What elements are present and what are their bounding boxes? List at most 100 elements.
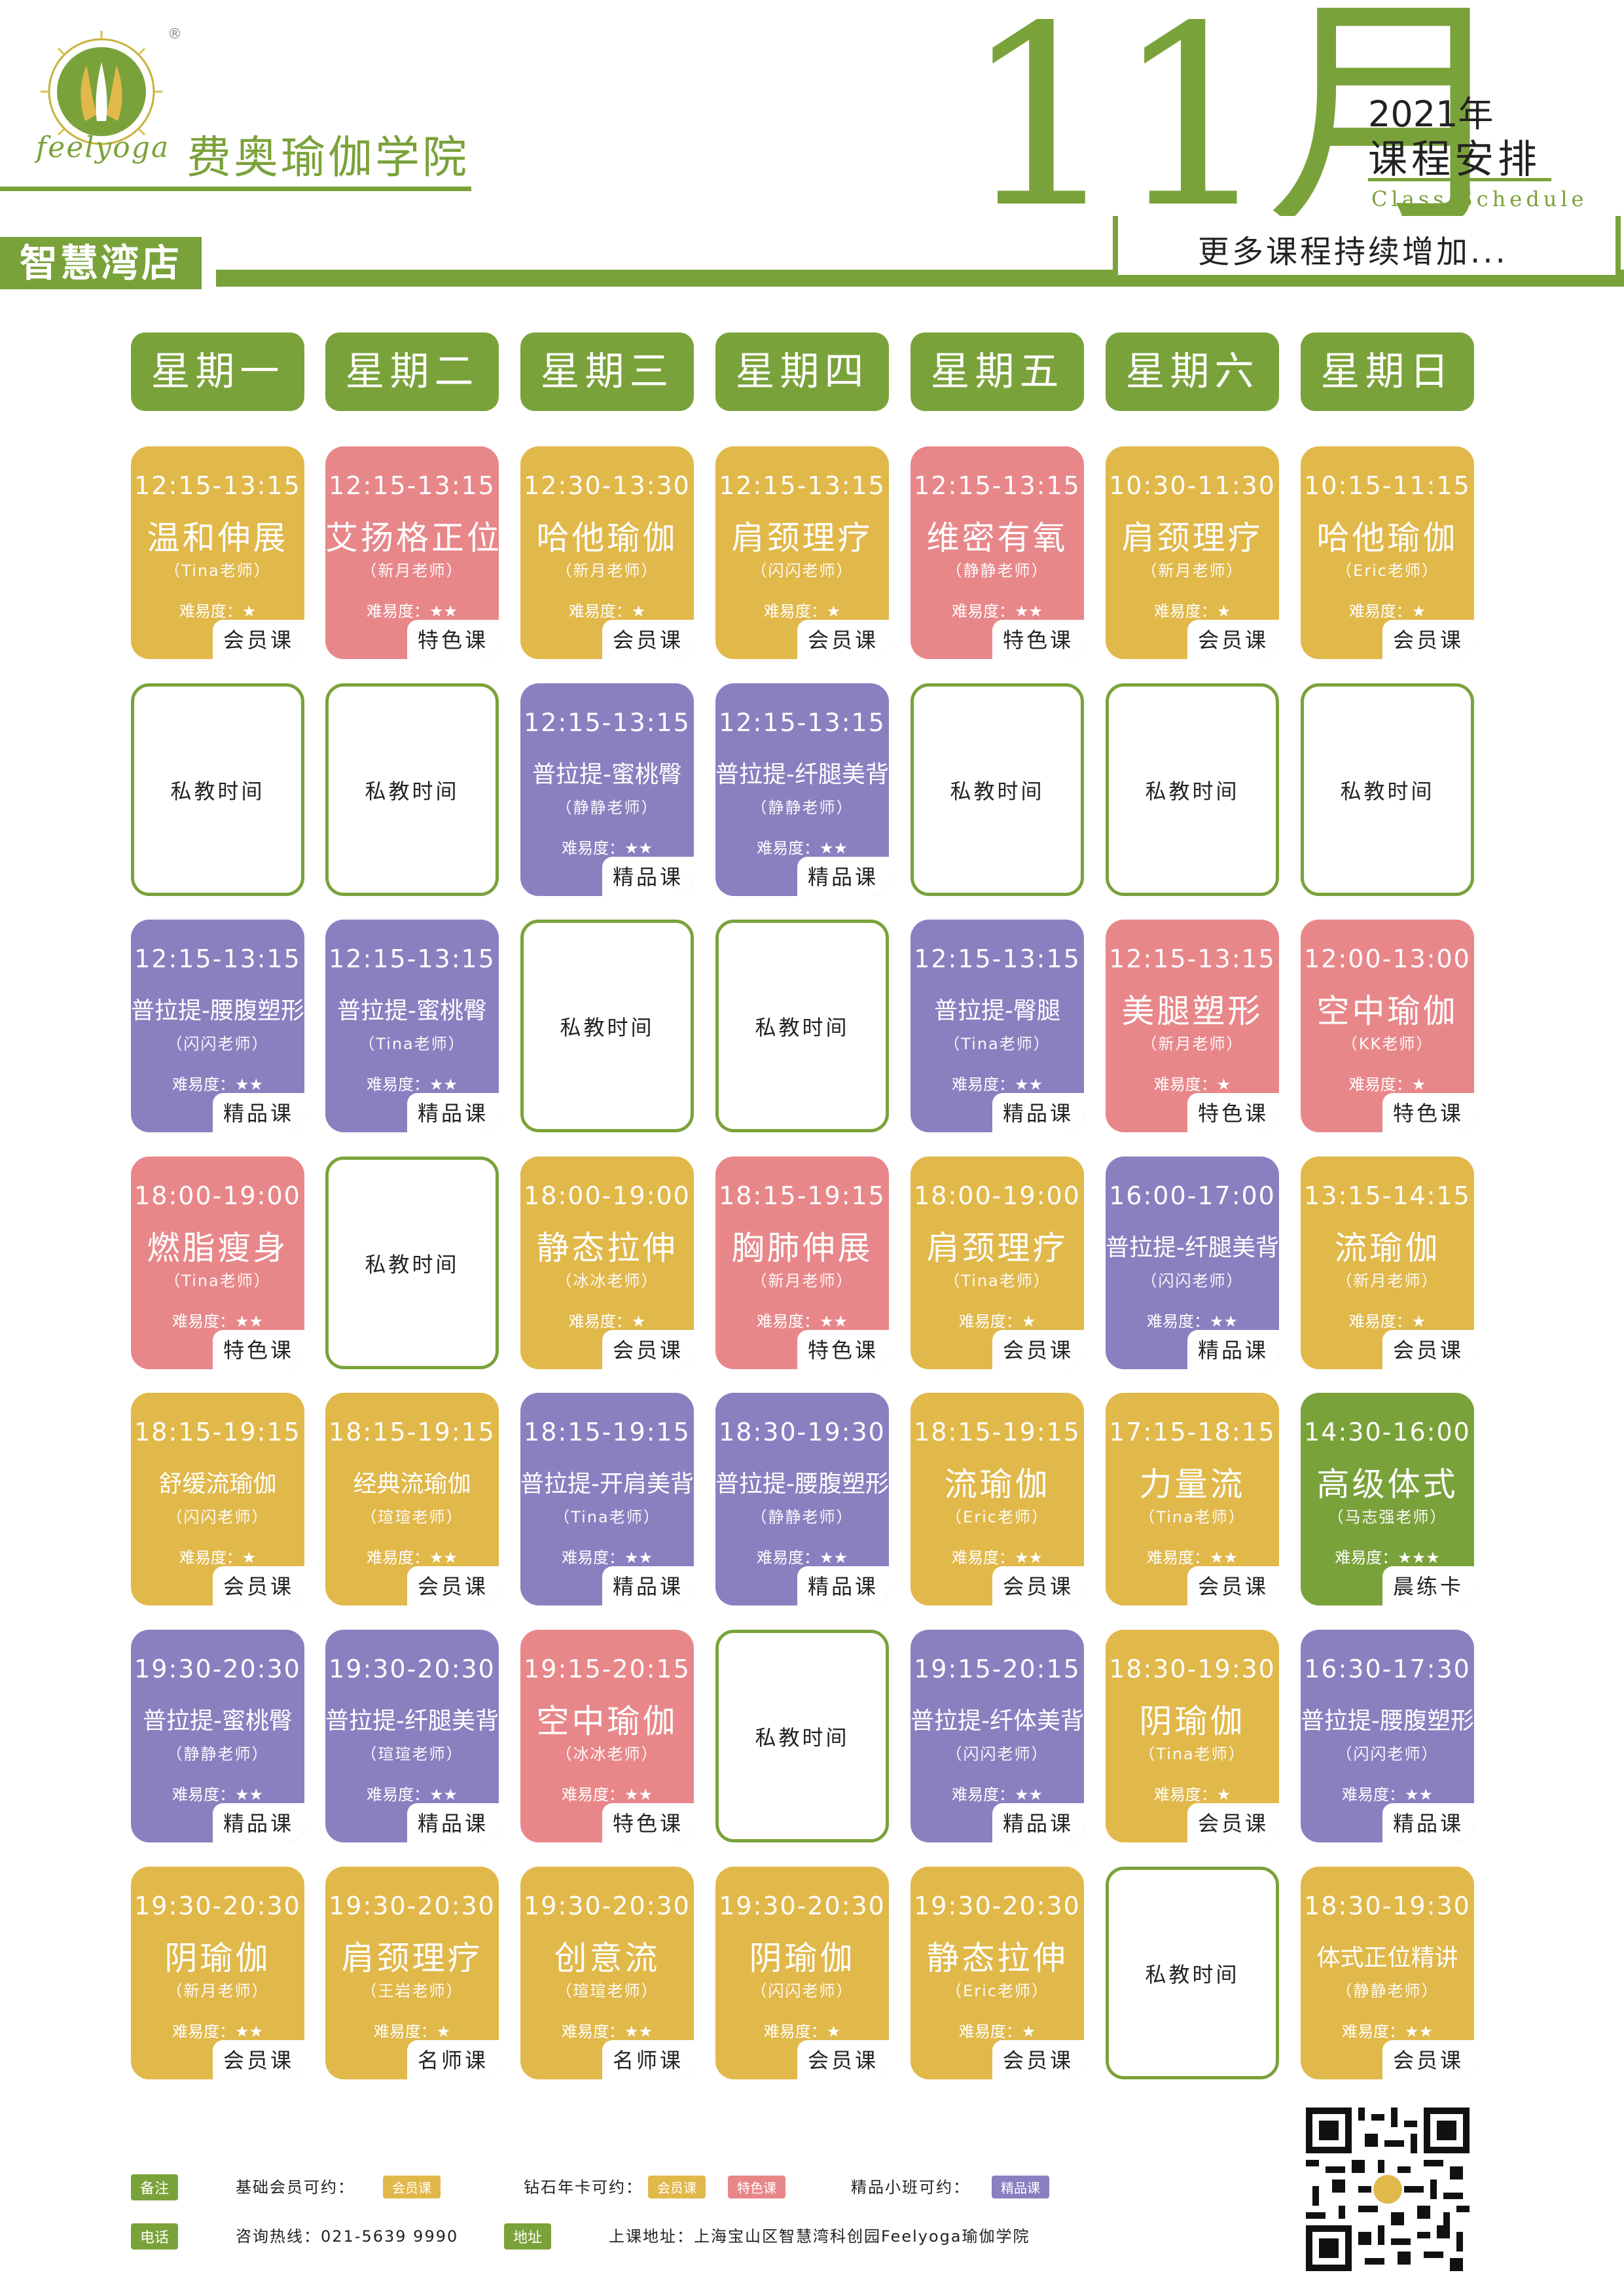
class-teacher: （Tina老师） bbox=[164, 562, 271, 580]
class-type-tag: 特色课 bbox=[406, 620, 499, 659]
class-type-tag: 名师课 bbox=[406, 2040, 499, 2079]
class-difficulty: 难易度：★★ bbox=[951, 1549, 1043, 1567]
private-time-card: 私教时间 bbox=[325, 683, 499, 896]
store-label: 智慧湾店 bbox=[0, 237, 202, 289]
class-difficulty: 难易度：★ bbox=[763, 2022, 841, 2041]
class-type-tag: 特色课 bbox=[602, 1803, 694, 1842]
class-teacher: （Eric老师） bbox=[1336, 562, 1439, 580]
class-difficulty: 难易度：★★ bbox=[756, 1312, 848, 1331]
class-difficulty: 难易度：★★ bbox=[561, 2022, 653, 2041]
class-title: 流瑜伽 bbox=[944, 1465, 1051, 1503]
class-title: 阴瑜伽 bbox=[749, 1939, 856, 1977]
private-time-card: 私教时间 bbox=[715, 920, 889, 1132]
class-time: 19:30-20:30 bbox=[134, 1655, 301, 1683]
class-time: 19:30-20:30 bbox=[914, 1892, 1081, 1920]
class-time: 12:15-13:15 bbox=[719, 471, 886, 500]
class-difficulty: 难易度：★★ bbox=[1341, 1785, 1434, 1804]
class-time: 14:30-16:00 bbox=[1304, 1418, 1471, 1446]
class-title: 经典流瑜伽 bbox=[353, 1471, 471, 1498]
pill-boutique: 精品课 bbox=[992, 2176, 1049, 2198]
class-teacher: （Tina老师） bbox=[554, 1508, 660, 1526]
class-time: 12:00-13:00 bbox=[1304, 944, 1471, 973]
class-time: 18:30-19:30 bbox=[719, 1418, 886, 1446]
schedule-subtitle: Class Schedule bbox=[1371, 187, 1588, 211]
class-card: 18:30-19:30 普拉提-腰腹塑形 （静静老师） 难易度：★★ 精品课 bbox=[715, 1393, 889, 1605]
class-teacher: （新月老师） bbox=[361, 562, 463, 580]
class-type-tag: 会员课 bbox=[602, 620, 694, 659]
class-title: 普拉提-蜜桃臀 bbox=[337, 997, 487, 1024]
class-title: 普拉提-腰腹塑形 bbox=[131, 997, 304, 1024]
class-title: 阴瑜伽 bbox=[1139, 1702, 1246, 1740]
class-type-tag: 会员课 bbox=[797, 2040, 889, 2079]
class-type-tag: 名师课 bbox=[602, 2040, 694, 2079]
class-teacher: （静静老师） bbox=[751, 1508, 854, 1526]
class-card: 18:00-19:00 燃脂瘦身 （Tina老师） 难易度：★★ 特色课 bbox=[131, 1157, 304, 1369]
class-teacher: （冰冰老师） bbox=[556, 1745, 659, 1763]
class-type-tag: 会员课 bbox=[212, 1566, 304, 1605]
private-time-label: 私教时间 bbox=[950, 778, 1045, 804]
class-title: 普拉提-臀腿 bbox=[934, 997, 1060, 1024]
class-teacher: （Tina老师） bbox=[359, 1035, 465, 1053]
class-teacher: （闪闪老师） bbox=[751, 1982, 854, 2000]
class-time: 19:30-20:30 bbox=[329, 1892, 496, 1920]
class-title: 空中瑜伽 bbox=[536, 1702, 678, 1740]
class-teacher: （Eric老师） bbox=[946, 1982, 1049, 2000]
class-card: 19:30-20:30 阴瑜伽 （新月老师） 难易度：★★ 会员课 bbox=[131, 1867, 304, 2079]
class-card: 12:15-13:15 普拉提-腰腹塑形 （闪闪老师） 难易度：★★ 精品课 bbox=[131, 920, 304, 1132]
class-type-tag: 会员课 bbox=[1187, 1566, 1279, 1605]
class-card: 12:15-13:15 肩颈理疗 （闪闪老师） 难易度：★ 会员课 bbox=[715, 446, 889, 659]
class-teacher: （静静老师） bbox=[1336, 1982, 1439, 2000]
class-teacher: （新月老师） bbox=[751, 1272, 854, 1290]
class-teacher: （新月老师） bbox=[1141, 1035, 1244, 1053]
address-text: 上课地址：上海宝山区智慧湾科创园Feelyoga瑜伽学院 bbox=[609, 2227, 1030, 2246]
class-card: 12:15-13:15 普拉提-蜜桃臀 （静静老师） 难易度：★★ 精品课 bbox=[520, 683, 694, 896]
weekday-header: 星期四 bbox=[715, 332, 889, 411]
class-title: 艾扬格正位 bbox=[325, 519, 499, 557]
class-title: 哈他瑜伽 bbox=[1316, 519, 1458, 557]
class-title: 温和伸展 bbox=[147, 519, 289, 557]
private-time-card: 私教时间 bbox=[715, 1630, 889, 1842]
class-type-tag: 特色课 bbox=[212, 1330, 304, 1369]
class-card: 18:00-19:00 静态拉伸 （冰冰老师） 难易度：★ 会员课 bbox=[520, 1157, 694, 1369]
class-title: 普拉提-纤体美背 bbox=[911, 1708, 1084, 1734]
class-card: 12:15-13:15 维密有氧 （静静老师） 难易度：★★ 特色课 bbox=[911, 446, 1084, 659]
class-card: 12:15-13:15 普拉提-蜜桃臀 （Tina老师） 难易度：★★ 精品课 bbox=[325, 920, 499, 1132]
class-card: 13:15-14:15 流瑜伽 （新月老师） 难易度：★ 会员课 bbox=[1301, 1157, 1474, 1369]
class-difficulty: 难易度：★ bbox=[1153, 602, 1231, 620]
class-title: 普拉提-腰腹塑形 bbox=[715, 1471, 889, 1498]
private-time-card: 私教时间 bbox=[1106, 683, 1279, 896]
class-type-tag: 精品课 bbox=[992, 1093, 1084, 1132]
basic-member-label: 基础会员可约： bbox=[236, 2178, 355, 2197]
private-time-label: 私教时间 bbox=[1145, 778, 1240, 804]
class-time: 17:15-18:15 bbox=[1109, 1418, 1276, 1446]
class-difficulty: 难易度：★★ bbox=[756, 839, 848, 857]
class-difficulty: 难易度：★ bbox=[1348, 602, 1426, 620]
class-time: 19:30-20:30 bbox=[719, 1892, 886, 1920]
class-card: 18:15-19:15 胸肺伸展 （新月老师） 难易度：★★ 特色课 bbox=[715, 1157, 889, 1369]
schedule-divider bbox=[1368, 178, 1551, 181]
schedule-title: 课程安排 bbox=[1368, 137, 1541, 183]
weekday-header: 星期六 bbox=[1106, 332, 1279, 411]
class-teacher: （静静老师） bbox=[751, 798, 854, 817]
class-teacher: （冰冰老师） bbox=[556, 1272, 659, 1290]
class-teacher: （闪闪老师） bbox=[751, 562, 854, 580]
class-card: 10:30-11:30 肩颈理疗 （新月老师） 难易度：★ 会员课 bbox=[1106, 446, 1279, 659]
class-card: 12:30-13:30 哈他瑜伽 （新月老师） 难易度：★ 会员课 bbox=[520, 446, 694, 659]
class-teacher: （王岩老师） bbox=[361, 1982, 463, 2000]
more-box bbox=[1113, 216, 1621, 280]
class-title: 普拉提-开肩美背 bbox=[520, 1471, 694, 1498]
class-card: 14:30-16:00 高级体式 （马志强老师） 难易度：★★★ 晨练卡 bbox=[1301, 1393, 1474, 1605]
class-difficulty: 难易度：★★ bbox=[366, 602, 458, 620]
class-difficulty: 难易度：★ bbox=[958, 2022, 1036, 2041]
class-time: 10:15-11:15 bbox=[1304, 471, 1471, 500]
class-card: 10:15-11:15 哈他瑜伽 （Eric老师） 难易度：★ 会员课 bbox=[1301, 446, 1474, 659]
class-teacher: （Tina老师） bbox=[944, 1272, 1051, 1290]
class-title: 体式正位精讲 bbox=[1316, 1945, 1458, 1971]
header-divider bbox=[0, 187, 471, 191]
class-time: 12:15-13:15 bbox=[914, 471, 1081, 500]
private-time-label: 私教时间 bbox=[1340, 778, 1435, 804]
class-difficulty: 难易度：★ bbox=[568, 602, 646, 620]
class-difficulty: 难易度：★ bbox=[1153, 1785, 1231, 1804]
qr-code-icon bbox=[1306, 2108, 1470, 2271]
class-card: 18:30-19:30 阴瑜伽 （Tina老师） 难易度：★ 会员课 bbox=[1106, 1630, 1279, 1842]
